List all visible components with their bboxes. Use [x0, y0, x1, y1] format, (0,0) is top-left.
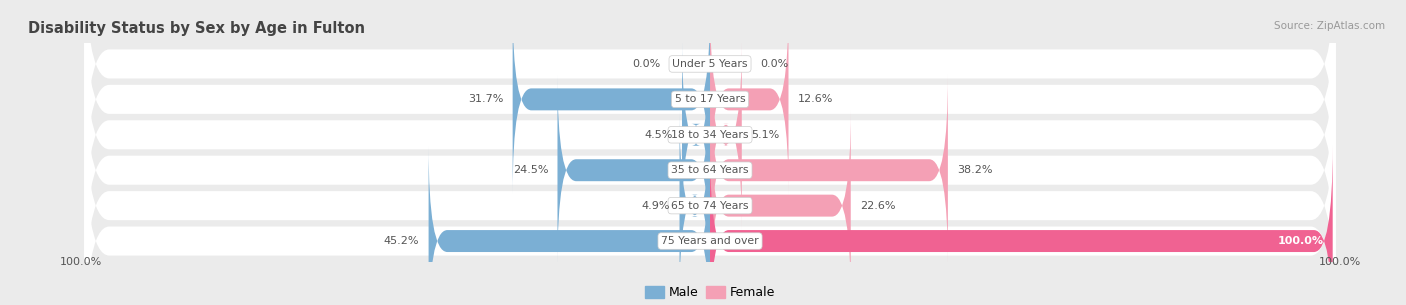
Text: 12.6%: 12.6% [797, 94, 834, 104]
Text: 4.9%: 4.9% [641, 201, 671, 211]
FancyBboxPatch shape [429, 146, 710, 305]
FancyBboxPatch shape [84, 78, 1336, 305]
FancyBboxPatch shape [513, 4, 710, 195]
Text: 100.0%: 100.0% [1277, 236, 1323, 246]
Text: 75 Years and over: 75 Years and over [661, 236, 759, 246]
Text: 45.2%: 45.2% [384, 236, 419, 246]
FancyBboxPatch shape [710, 40, 742, 230]
Text: 5 to 17 Years: 5 to 17 Years [675, 94, 745, 104]
Text: 65 to 74 Years: 65 to 74 Years [671, 201, 749, 211]
FancyBboxPatch shape [84, 8, 1336, 262]
FancyBboxPatch shape [84, 114, 1336, 305]
Text: 18 to 34 Years: 18 to 34 Years [671, 130, 749, 140]
Text: 0.0%: 0.0% [631, 59, 661, 69]
Text: 5.1%: 5.1% [751, 130, 779, 140]
FancyBboxPatch shape [84, 0, 1336, 227]
FancyBboxPatch shape [710, 4, 789, 195]
Text: 100.0%: 100.0% [59, 257, 101, 267]
Text: 35 to 64 Years: 35 to 64 Years [671, 165, 749, 175]
FancyBboxPatch shape [557, 75, 710, 265]
FancyBboxPatch shape [710, 75, 948, 265]
Text: Source: ZipAtlas.com: Source: ZipAtlas.com [1274, 21, 1385, 31]
FancyBboxPatch shape [84, 0, 1336, 191]
Text: 31.7%: 31.7% [468, 94, 503, 104]
Text: 0.0%: 0.0% [759, 59, 789, 69]
Text: 38.2%: 38.2% [957, 165, 993, 175]
Text: Disability Status by Sex by Age in Fulton: Disability Status by Sex by Age in Fulto… [28, 21, 366, 36]
Text: 4.5%: 4.5% [644, 130, 672, 140]
FancyBboxPatch shape [679, 110, 710, 301]
FancyBboxPatch shape [682, 40, 710, 230]
FancyBboxPatch shape [84, 43, 1336, 297]
Text: Under 5 Years: Under 5 Years [672, 59, 748, 69]
FancyBboxPatch shape [710, 146, 1333, 305]
FancyBboxPatch shape [710, 110, 851, 301]
Legend: Male, Female: Male, Female [640, 281, 780, 304]
Text: 100.0%: 100.0% [1319, 257, 1361, 267]
Text: 22.6%: 22.6% [860, 201, 896, 211]
Text: 24.5%: 24.5% [513, 165, 548, 175]
